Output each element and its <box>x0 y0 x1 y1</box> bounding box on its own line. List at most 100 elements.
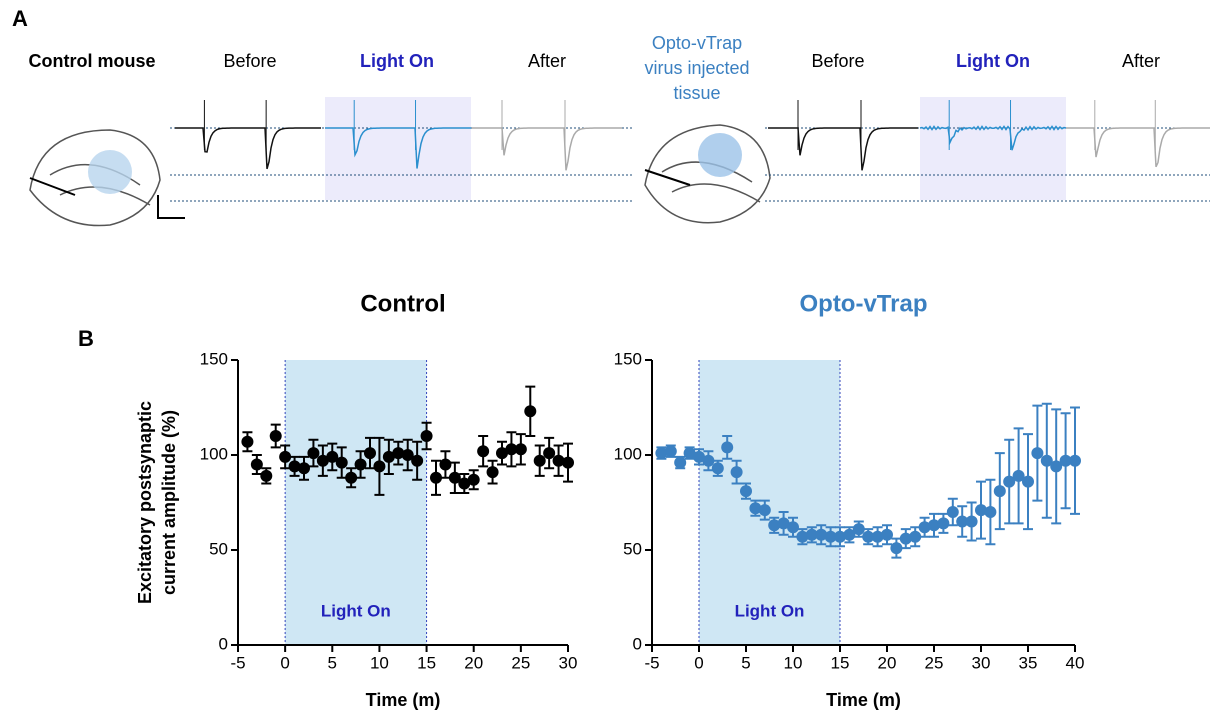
data-point <box>852 523 865 536</box>
data-point <box>702 454 715 467</box>
scale-bar <box>157 195 185 219</box>
x-tick-label: 0 <box>280 653 289 672</box>
y-axis-label: current amplitude (%) <box>159 410 179 595</box>
x-tick-label: 15 <box>831 653 850 672</box>
trace-label: Before <box>223 51 276 71</box>
data-point <box>326 450 339 463</box>
data-point <box>711 462 724 475</box>
data-point <box>307 447 320 460</box>
y-tick-label: 100 <box>614 444 642 463</box>
data-point <box>1022 475 1034 488</box>
light-on-region <box>285 360 427 645</box>
chart-title: Control <box>360 290 445 317</box>
data-point <box>928 519 940 532</box>
region-label: Light On <box>735 601 805 620</box>
data-point <box>543 447 556 460</box>
trace-label: After <box>1122 51 1160 71</box>
row-label: tissue <box>673 83 720 103</box>
data-point <box>1012 469 1025 482</box>
data-point <box>937 517 950 530</box>
data-point <box>890 542 903 555</box>
x-tick-label: 0 <box>694 653 703 672</box>
data-point <box>946 506 959 518</box>
data-point <box>524 405 537 418</box>
data-point <box>834 530 846 543</box>
data-point <box>382 450 395 463</box>
data-point <box>335 456 348 469</box>
data-point <box>1003 475 1016 488</box>
x-tick-label: 40 <box>1066 653 1085 672</box>
trace <box>175 127 321 170</box>
x-axis-label: Time (m) <box>826 690 901 710</box>
row-label: Opto-vTrap <box>652 33 742 53</box>
data-point <box>871 530 884 543</box>
y-tick-label: 150 <box>200 349 228 368</box>
x-tick-label: 5 <box>741 653 750 672</box>
data-point <box>496 447 508 460</box>
trace-label: Light On <box>360 51 434 71</box>
data-point <box>1040 454 1053 467</box>
data-point <box>824 530 837 543</box>
light-shade <box>325 97 471 200</box>
data-point <box>1059 454 1072 467</box>
data-point <box>392 447 405 460</box>
x-axis-label: Time (m) <box>366 690 441 710</box>
data-point <box>843 528 856 541</box>
data-point <box>250 458 263 471</box>
x-tick-label: 20 <box>878 653 897 672</box>
x-tick-label: 10 <box>370 653 389 672</box>
data-point <box>439 458 452 471</box>
data-point <box>899 532 912 545</box>
data-point <box>881 528 893 541</box>
data-point <box>918 521 931 534</box>
y-tick-label: 100 <box>200 444 228 463</box>
data-point <box>241 435 254 448</box>
data-point <box>758 504 771 517</box>
x-tick-label: 25 <box>511 653 530 672</box>
data-point <box>486 466 499 479</box>
data-point <box>345 471 358 484</box>
data-point <box>1031 447 1044 460</box>
data-point <box>740 485 752 498</box>
electrode <box>29 177 76 196</box>
trace-label: After <box>528 51 566 71</box>
trace <box>325 127 471 169</box>
trace <box>768 127 918 171</box>
data-point <box>552 454 565 467</box>
data-point <box>721 441 734 454</box>
data-point <box>477 445 490 458</box>
light-spot <box>88 150 132 194</box>
data-point <box>909 530 922 543</box>
y-tick-label: 50 <box>623 539 642 558</box>
data-point <box>862 530 875 543</box>
data-point <box>1069 454 1081 467</box>
y-tick-label: 150 <box>614 349 642 368</box>
data-point <box>749 502 762 515</box>
data-point <box>683 447 696 460</box>
data-point <box>655 447 668 460</box>
x-tick-label: -5 <box>230 653 245 672</box>
data-point <box>430 471 442 484</box>
x-tick-label: 15 <box>417 653 436 672</box>
panel-letter: A <box>12 6 28 31</box>
x-tick-label: 20 <box>464 653 483 672</box>
trace <box>1066 127 1210 168</box>
panel-letter: B <box>78 326 94 351</box>
data-point <box>288 460 301 473</box>
trace <box>472 127 622 171</box>
data-point <box>993 485 1006 498</box>
region-label: Light On <box>321 601 391 620</box>
data-point <box>777 517 790 530</box>
data-point <box>505 443 518 456</box>
data-point <box>815 528 828 541</box>
x-tick-label: 10 <box>784 653 803 672</box>
light-shade <box>920 97 1066 200</box>
data-point <box>448 471 461 484</box>
data-point <box>956 515 969 528</box>
data-point <box>1050 460 1063 473</box>
data-point <box>260 469 273 482</box>
data-point <box>420 430 433 442</box>
data-point <box>562 456 574 469</box>
data-point <box>984 506 997 518</box>
data-point <box>975 504 987 517</box>
